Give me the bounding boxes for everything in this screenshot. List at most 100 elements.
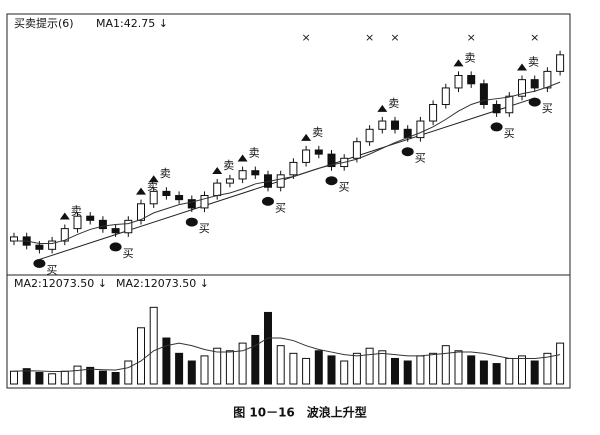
buy-label: 买 xyxy=(199,222,210,235)
top-marker: × xyxy=(390,31,399,44)
sell-label: 卖 xyxy=(71,204,82,217)
buy-icon xyxy=(490,122,503,132)
volume-bar xyxy=(289,352,298,385)
candle-body xyxy=(48,240,57,250)
candle-body xyxy=(518,79,526,97)
sell-icon xyxy=(59,212,70,220)
volume-bar xyxy=(225,350,234,385)
buy-label: 买 xyxy=(542,102,553,115)
candle-body xyxy=(492,103,501,114)
candle-body xyxy=(60,228,69,242)
volume-bar xyxy=(251,334,260,385)
volume-bar xyxy=(111,372,120,385)
volume-ma-line xyxy=(13,337,561,372)
sell-label: 卖 xyxy=(147,180,158,193)
candle-body xyxy=(352,141,361,159)
volume-bar xyxy=(391,357,399,385)
buy-icon xyxy=(325,176,338,186)
buy-label: 买 xyxy=(504,127,515,140)
candle-body xyxy=(124,219,133,234)
candle-body xyxy=(378,120,387,130)
sell-icon xyxy=(237,154,248,162)
volume-bar xyxy=(378,350,387,385)
sell-icon xyxy=(148,175,159,183)
volume-bar xyxy=(213,347,222,385)
caption: 图 10－16 波浪上升型 xyxy=(233,405,367,420)
sell-icon xyxy=(377,104,388,112)
candle-body xyxy=(149,190,158,205)
candle-body xyxy=(505,95,514,114)
sell-label: 卖 xyxy=(249,147,260,160)
candle-body xyxy=(467,75,476,85)
volume-bar xyxy=(149,306,158,385)
sell-icon xyxy=(453,59,464,67)
chart-title: 买卖提示(6) xyxy=(14,17,74,30)
candle-body xyxy=(429,103,438,122)
volume-bar xyxy=(352,352,361,385)
volume-bar xyxy=(340,360,349,385)
volume-bar xyxy=(441,345,450,385)
candle-body xyxy=(543,70,552,89)
candle-body xyxy=(175,195,184,201)
sell-icon xyxy=(212,166,223,174)
volume-label: MA2:12073.50 ↓ xyxy=(116,277,209,290)
sell-icon xyxy=(301,133,312,141)
sell-icon xyxy=(517,63,527,71)
top-marker: × xyxy=(530,31,539,44)
top-marker: × xyxy=(467,31,476,44)
buy-label: 买 xyxy=(275,201,286,214)
sell-label: 卖 xyxy=(223,159,234,172)
volume-bar xyxy=(492,363,501,385)
volume-bar xyxy=(35,372,44,385)
volume-bar xyxy=(454,350,463,385)
sell-label: 卖 xyxy=(388,97,399,110)
volume-bar xyxy=(187,360,196,385)
volume-bar xyxy=(302,357,311,385)
buy-icon xyxy=(401,147,414,157)
ma-line xyxy=(14,81,561,245)
volume-bar xyxy=(175,352,184,385)
buy-label: 买 xyxy=(415,152,426,165)
volume-bar xyxy=(264,311,272,385)
candle-body xyxy=(314,149,323,155)
volume-bar xyxy=(556,342,565,385)
volume-bar xyxy=(124,360,133,385)
volume-bar xyxy=(314,350,323,385)
candle-body xyxy=(251,170,260,176)
candle-body xyxy=(10,236,18,242)
frame xyxy=(6,13,571,389)
candle-body xyxy=(530,79,539,89)
candle-body xyxy=(137,203,145,221)
volume-bar xyxy=(365,347,374,385)
candle-body xyxy=(416,120,425,139)
buy-icon xyxy=(262,196,274,206)
buy-icon xyxy=(109,242,122,252)
volume-bar xyxy=(86,366,95,385)
ma-label: MA1:42.75 ↓ xyxy=(96,17,168,30)
candle-body xyxy=(556,54,565,72)
volume-bar xyxy=(276,345,285,385)
sell-label: 卖 xyxy=(528,56,539,69)
volume-bar xyxy=(479,360,488,385)
buy-icon xyxy=(185,217,198,227)
candle-body xyxy=(86,215,95,221)
candle-body xyxy=(213,182,222,197)
buy-label: 买 xyxy=(46,263,57,276)
volume-bar xyxy=(505,357,514,385)
buy-label: 买 xyxy=(123,247,134,260)
volume-bar xyxy=(73,365,82,385)
volume-bar xyxy=(530,360,539,385)
volume-bar xyxy=(10,370,18,385)
volume-bar xyxy=(429,352,438,385)
candle-body xyxy=(162,190,171,197)
top-marker: × xyxy=(365,31,374,44)
volume-bar xyxy=(543,352,552,385)
candle-body xyxy=(276,174,285,188)
volume-bar xyxy=(518,355,526,385)
volume-bar xyxy=(200,355,209,385)
sell-icon xyxy=(136,187,146,195)
candle-body xyxy=(238,170,247,180)
candle-body xyxy=(187,199,196,209)
